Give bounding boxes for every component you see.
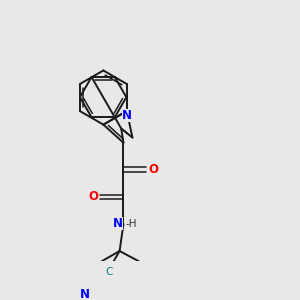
Text: N: N: [122, 109, 132, 122]
Text: -H: -H: [126, 219, 137, 229]
Text: C: C: [106, 267, 113, 277]
Text: O: O: [88, 190, 98, 203]
Text: N: N: [113, 218, 123, 230]
Text: N: N: [80, 288, 90, 300]
Text: O: O: [149, 163, 159, 176]
